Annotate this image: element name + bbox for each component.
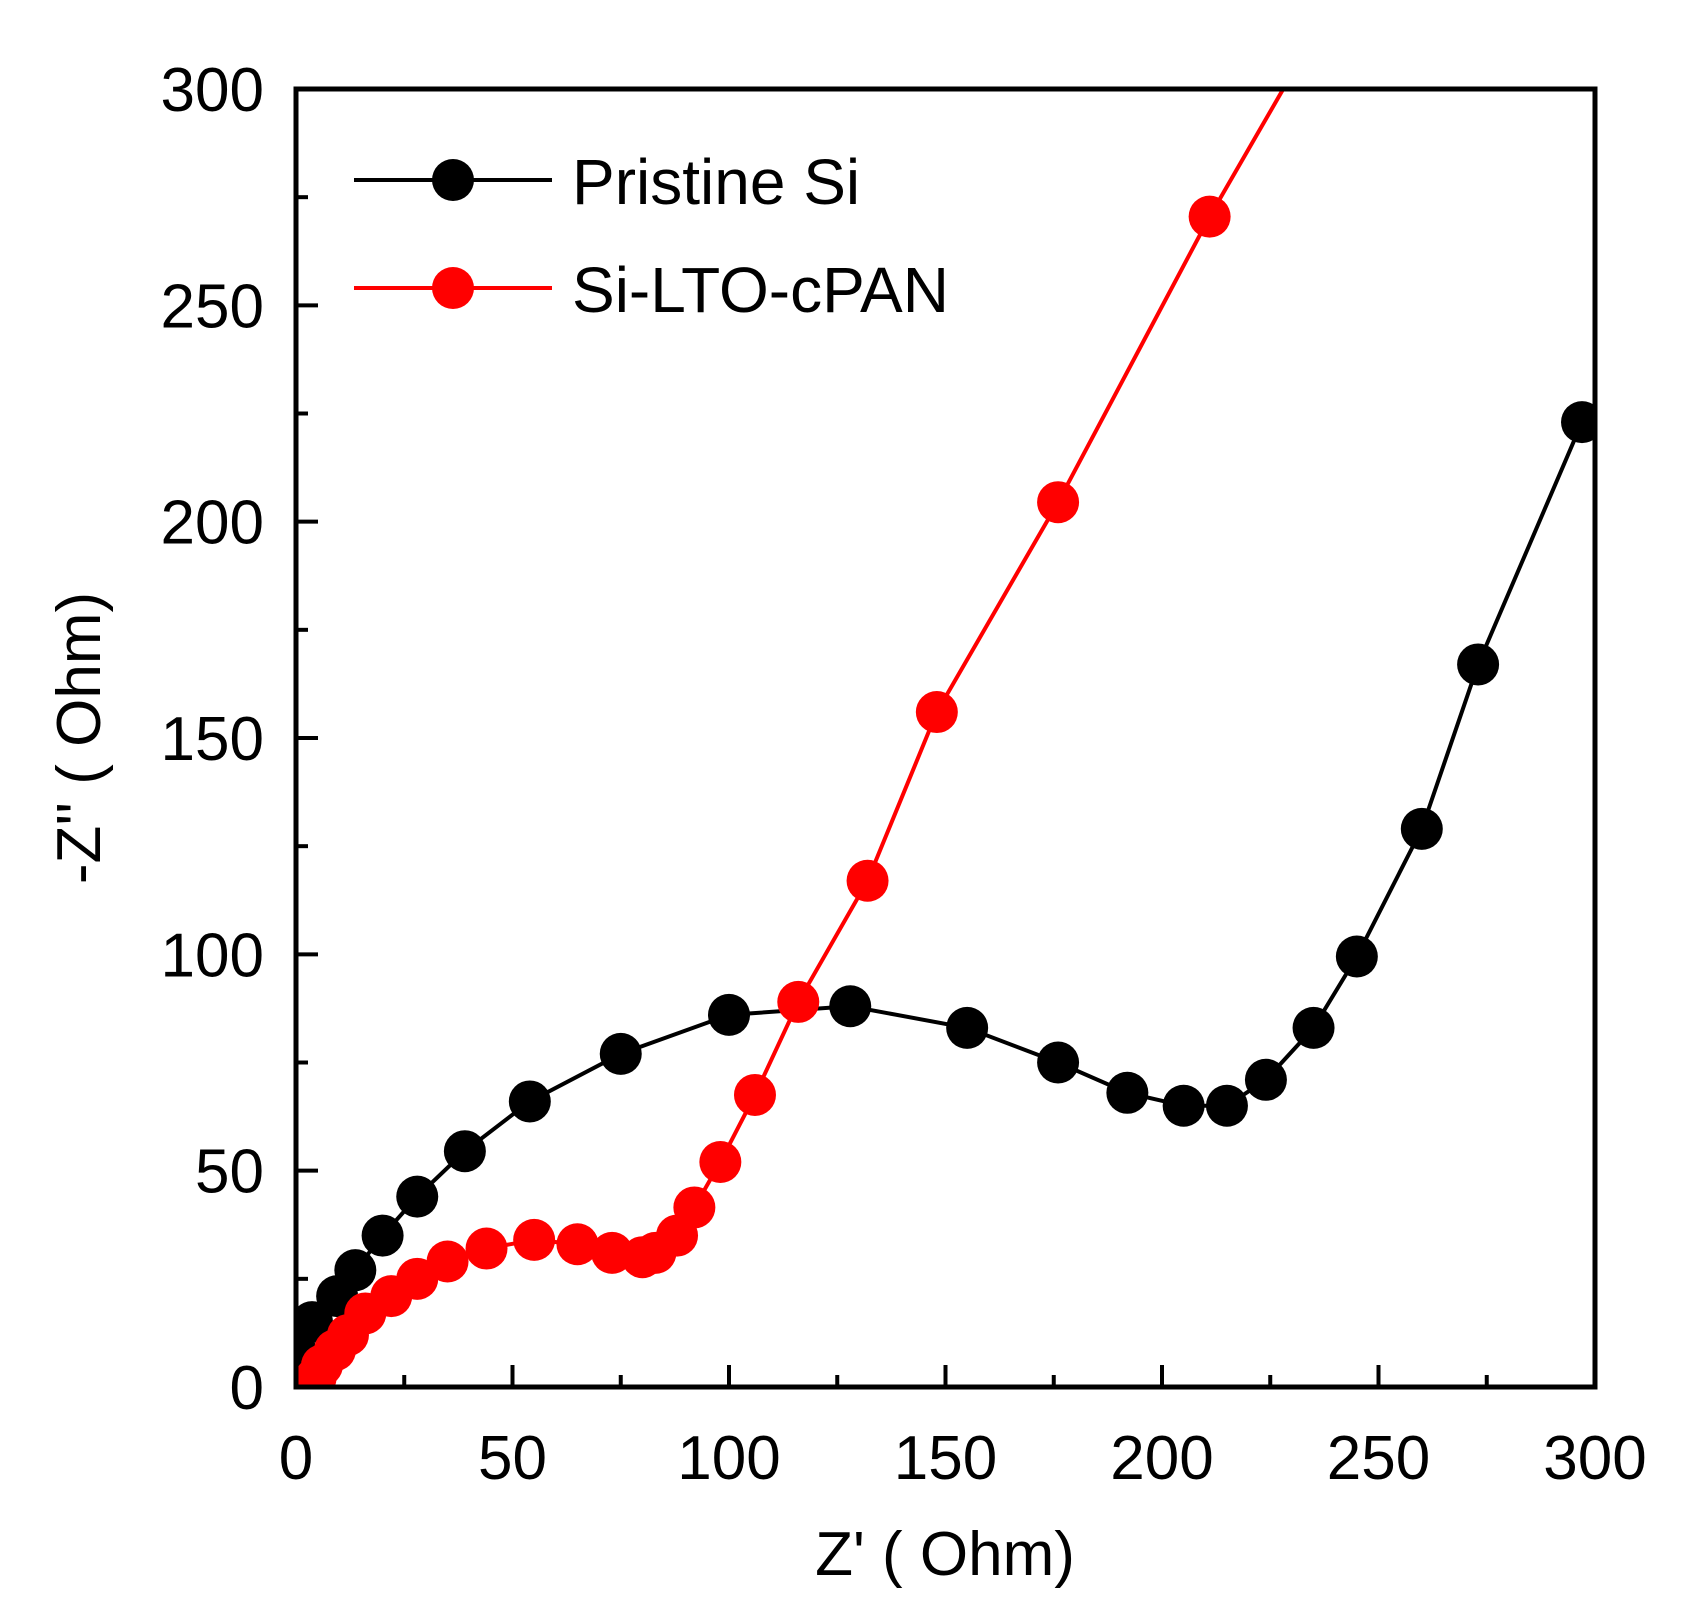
y-tick-label: 100 xyxy=(161,921,264,990)
data-point-1 xyxy=(915,691,958,734)
x-tick-label: 150 xyxy=(894,1424,997,1493)
data-point-0 xyxy=(508,1080,551,1123)
data-point-0 xyxy=(1106,1071,1149,1114)
y-tick-label: 0 xyxy=(230,1354,264,1423)
data-point-0 xyxy=(708,993,750,1036)
y-tick-label: 300 xyxy=(161,56,264,125)
series-line-0 xyxy=(297,421,1584,1358)
y-axis-label: -Z'' ( Ohm) xyxy=(45,592,114,884)
data-point-1 xyxy=(556,1223,599,1266)
y-tick-label: 150 xyxy=(161,705,264,774)
x-axis-label: Z' ( Ohm) xyxy=(815,1520,1075,1589)
data-point-1 xyxy=(733,1073,776,1116)
data-point-1 xyxy=(699,1141,742,1184)
y-tick-label: 50 xyxy=(195,1138,264,1207)
data-point-0 xyxy=(829,985,872,1028)
data-point-0 xyxy=(946,1006,989,1049)
data-point-0 xyxy=(1561,401,1595,444)
data-point-0 xyxy=(1457,643,1500,686)
data-point-1 xyxy=(846,859,889,902)
legend-marker-silto xyxy=(432,267,474,309)
data-point-1 xyxy=(426,1240,469,1283)
data-point-1 xyxy=(513,1218,556,1261)
legend-marker-pristine xyxy=(432,159,474,201)
x-tick-label: 300 xyxy=(1543,1424,1646,1493)
legend: Pristine Si Si-LTO-cPAN xyxy=(354,146,949,326)
y-tick-label: 200 xyxy=(161,489,264,558)
data-point-0 xyxy=(1205,1084,1248,1127)
data-point-0 xyxy=(1335,935,1378,978)
data-point-1 xyxy=(777,980,820,1023)
data-point-0 xyxy=(1400,807,1443,850)
data-point-1 xyxy=(673,1186,716,1229)
legend-label-pristine: Pristine Si xyxy=(572,146,860,218)
data-point-1 xyxy=(1037,481,1080,524)
data-point-0 xyxy=(334,1249,377,1292)
x-tick-label: 250 xyxy=(1327,1424,1430,1493)
x-tick-label: 200 xyxy=(1110,1424,1213,1493)
y-tick-label: 250 xyxy=(161,272,264,341)
x-tick-label: 100 xyxy=(677,1424,780,1493)
data-point-0 xyxy=(443,1130,486,1173)
data-point-0 xyxy=(361,1214,404,1257)
x-tick-label: 0 xyxy=(279,1424,313,1493)
legend-label-silto: Si-LTO-cPAN xyxy=(572,254,949,326)
data-point-0 xyxy=(599,1032,642,1075)
data-point-1 xyxy=(465,1227,508,1270)
data-point-0 xyxy=(1292,1006,1335,1049)
data-point-1 xyxy=(1188,195,1231,238)
data-point-0 xyxy=(1037,1041,1080,1084)
data-point-0 xyxy=(1244,1058,1287,1101)
x-tick-label: 50 xyxy=(478,1424,547,1493)
data-point-0 xyxy=(396,1175,439,1218)
data-point-0 xyxy=(1162,1084,1205,1127)
